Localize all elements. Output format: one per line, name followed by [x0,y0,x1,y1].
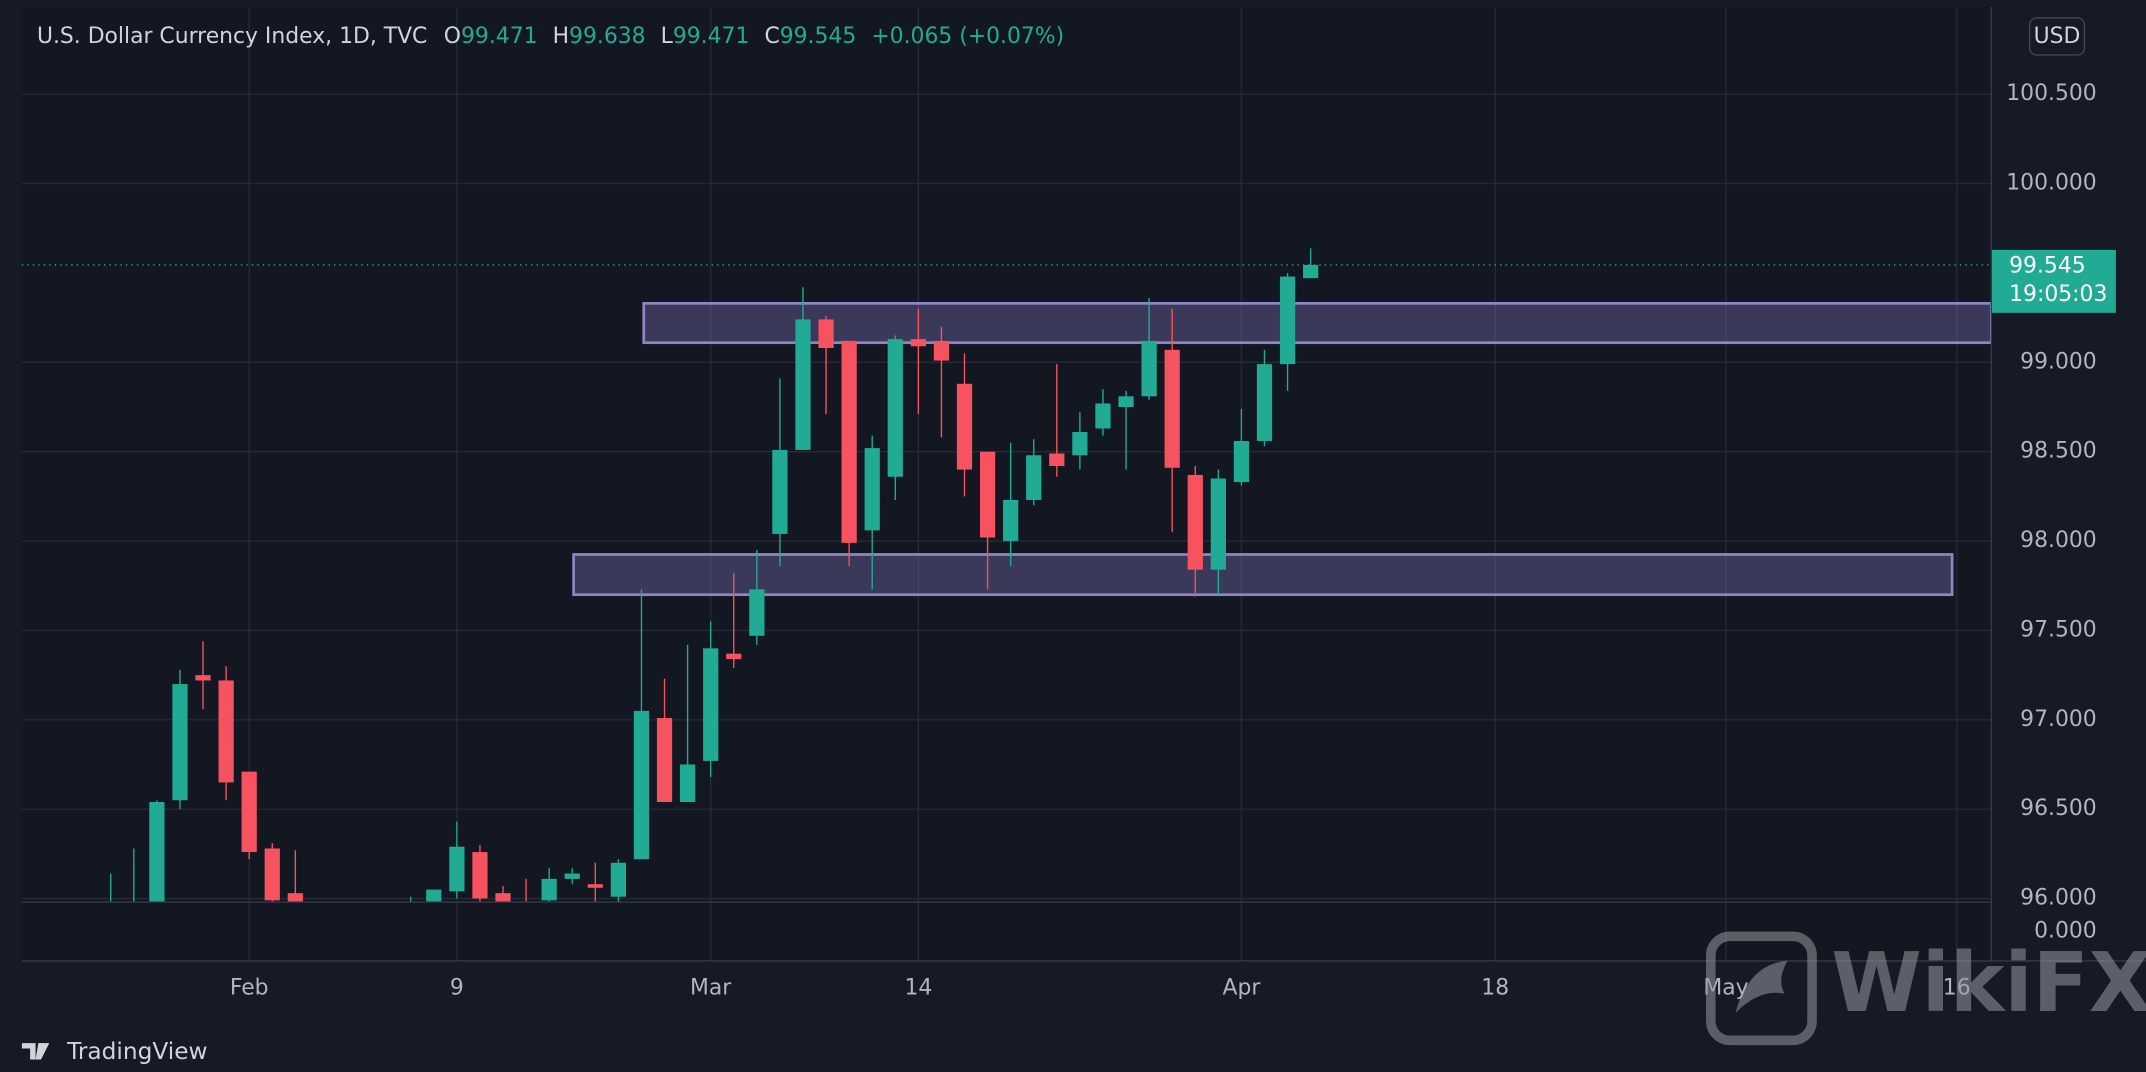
candle-body [818,319,834,349]
candle-body [749,589,765,636]
candle-body [472,852,488,899]
x-tick-label: 16 [1943,975,1971,1000]
x-tick-label: 9 [450,975,464,1000]
y-tick-label: 96.000 [2020,886,2097,911]
plot-area [21,7,1992,961]
y-tick-label: 100.500 [2006,81,2096,106]
candle-body [979,451,996,538]
zones [572,301,1992,597]
candle-body [864,448,880,531]
candle-body [1049,453,1065,467]
candle-body [587,884,603,888]
watermark: WikiFX [1831,936,2146,1031]
candle-body [495,893,511,903]
axes: 96.000 96.500 97.000 97.500 98.000 98.500 99.0… [21,81,2116,1000]
candle-body [1187,474,1203,570]
candle-body [1256,364,1273,441]
ohlc-letter: H [553,24,569,49]
y-tick-label: 98.500 [2020,439,2097,464]
candle-body [1303,264,1319,279]
candle-body [956,383,973,470]
ohlc-letter: L [661,24,674,49]
y-tick-label: 100.000 [2006,171,2096,196]
last-price-label: 99.545 [2009,253,2086,278]
candle-body [172,684,188,801]
brand-logo [21,1043,50,1060]
candle-body [1072,432,1088,456]
candle-body [541,878,557,901]
ohlc-value: 99.471 [673,24,750,49]
y2-tick-label: 0.000 [2034,919,2097,944]
zone [642,301,1992,345]
countdown: 19:05:03 [2009,282,2107,307]
candle-body [564,873,580,879]
currency-badge[interactable] [2028,17,2086,56]
candle-body [610,862,627,897]
candle-body [149,802,165,903]
ohlc-letter: C [764,24,779,49]
candle-body [933,340,950,361]
x-tick-label: 18 [1481,975,1509,1000]
ohlc-value: 99.471 [461,24,538,49]
y-tick-label: 97.000 [2020,707,2097,732]
candle-body [679,764,696,803]
candle-body [726,653,742,660]
last-price-tag [1991,249,2116,313]
candle-body [772,449,788,534]
candle-body [1233,440,1250,483]
candle-body [633,710,650,860]
candle-body [287,893,303,903]
x-tick-label: 14 [904,975,932,1000]
candle-body [241,771,257,853]
candles [110,248,1319,903]
candle-body [426,889,442,903]
title: U.S. Dollar Currency Index, 1D, TVC [37,24,427,49]
zone [572,553,1954,597]
y-tick-label: 97.500 [2020,617,2097,642]
y-tick-label: 98.000 [2020,528,2097,553]
grid [21,7,1992,961]
y-tick-label: 99.000 [2020,349,2097,374]
candle-body [1210,478,1226,570]
watermark-logo [1705,931,1817,1046]
candle-body [1095,403,1111,429]
candle-body [1164,349,1180,468]
ohlc-letter: O [444,24,461,49]
ohlc-value: 99.545 [780,24,857,49]
candle-body [841,340,857,543]
candle-body [218,680,234,783]
candle-body [1141,340,1157,397]
candle-body [1118,396,1134,408]
candle-body [1279,276,1296,365]
candle-body [703,648,719,761]
y-tick-label: 96.500 [2020,796,2097,821]
ohlc-value: 99.638 [569,24,646,49]
candle-body [1026,455,1042,500]
candle-body [910,339,926,347]
candle-body [449,846,465,892]
candle-body [195,675,211,681]
currency: USD [2034,24,2081,49]
legend-header: U.S. Dollar Currency Index, 1D, TVC O99.4… [37,24,1064,49]
candle-body [1003,499,1019,542]
brand: TradingView [66,1038,207,1065]
candle-body [887,339,903,477]
candle-body [656,718,673,803]
x-tick-label: Apr [1222,975,1260,1000]
change: +0.065 (+0.07%) [871,24,1064,49]
candle-body [795,319,811,450]
x-tick-label: Mar [690,975,731,1000]
candle-body [264,848,280,901]
x-tick-label: Feb [230,975,269,1000]
